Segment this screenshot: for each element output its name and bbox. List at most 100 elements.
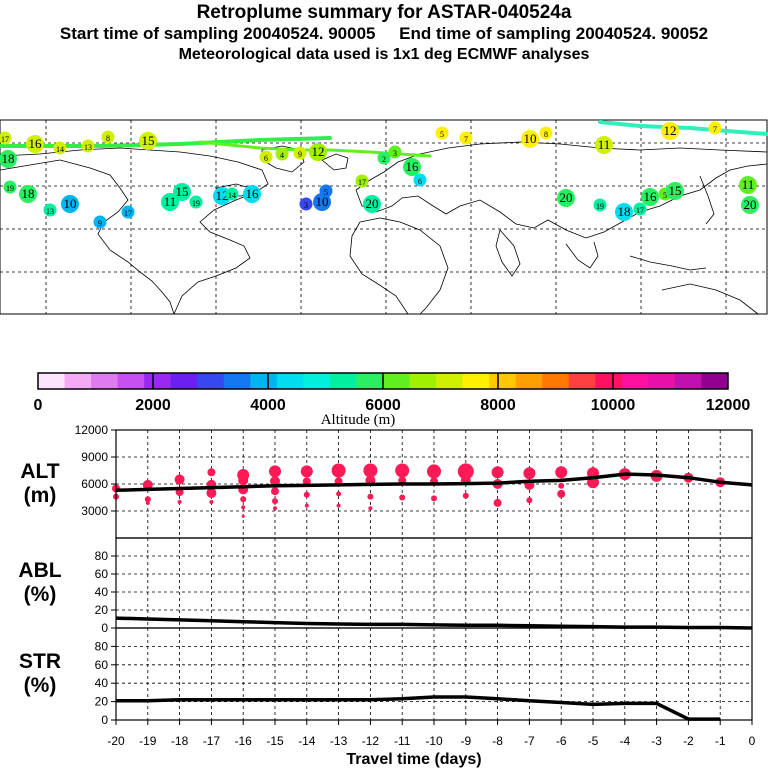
x-tick-label: -19: [139, 734, 157, 748]
colorbar-swatch: [356, 373, 384, 389]
colorbar-swatch: [223, 373, 251, 389]
altitude-bubble: [206, 488, 217, 498]
plume-label: 14: [53, 141, 67, 155]
x-tick-label: -2: [683, 734, 694, 748]
altitude-bubble: [523, 467, 536, 480]
altitude-bubble: [336, 503, 341, 508]
svg-text:17: 17: [358, 178, 366, 187]
y-tick-label: 80: [95, 549, 109, 563]
svg-text:16: 16: [29, 136, 43, 151]
svg-text:10: 10: [524, 131, 537, 146]
colorbar-swatch: [197, 373, 225, 389]
plume-label: 13: [81, 139, 95, 153]
svg-text:8: 8: [106, 134, 110, 143]
x-tick-label: -6: [556, 734, 567, 748]
plume-label: 20: [741, 196, 759, 214]
y-tick-label: 6000: [81, 477, 108, 491]
x-tick-label: -11: [394, 734, 411, 748]
altitude-bubble: [241, 514, 245, 518]
x-tick-label: -13: [330, 734, 348, 748]
colorbar-swatch: [250, 373, 278, 389]
altitude-bubble: [174, 474, 185, 485]
plume-label: 16: [641, 188, 659, 206]
svg-text:16: 16: [644, 189, 658, 204]
series-line-str: [116, 695, 721, 721]
altitude-bubble: [331, 463, 346, 478]
altitude-bubble: [145, 500, 150, 505]
panel-label: ABL: [18, 559, 61, 582]
altitude-bubble: [241, 505, 246, 510]
plume-label: 18: [615, 203, 633, 221]
x-tick-label: -15: [266, 734, 284, 748]
colorbar-swatch: [383, 373, 411, 389]
x-tick-label: -10: [425, 734, 443, 748]
svg-text:10: 10: [64, 196, 77, 211]
altitude-bubble: [491, 466, 504, 479]
panel-label: ALT: [20, 460, 59, 483]
y-tick-label: 9000: [81, 450, 108, 464]
x-tick-label: -3: [651, 734, 662, 748]
plume-label: 6: [413, 173, 427, 187]
svg-text:15: 15: [142, 133, 155, 148]
svg-text:20: 20: [744, 197, 757, 212]
x-tick-label: -16: [235, 734, 253, 748]
plume-label: 15: [173, 183, 191, 201]
colorbar-swatch: [170, 373, 198, 389]
colorbar-swatch: [621, 373, 649, 389]
plume-label: 11: [739, 176, 757, 194]
plume-label: 16: [243, 185, 261, 203]
altitude-bubble: [555, 466, 568, 479]
svg-text:13: 13: [46, 207, 54, 216]
colorbar-swatch: [701, 373, 729, 389]
plume-label: 7: [708, 121, 722, 135]
altitude-bubble: [144, 496, 151, 503]
x-tick-label: -4: [619, 734, 630, 748]
svg-text:12: 12: [312, 144, 325, 159]
altitude-bubble: [368, 506, 373, 511]
colorbar-swatch: [276, 373, 304, 389]
y-tick-label: 60: [95, 658, 109, 672]
plume-label: 7: [459, 131, 473, 145]
altitude-bubble: [367, 493, 374, 500]
plume-label: 16: [26, 135, 44, 153]
altitude-bubble: [209, 500, 214, 504]
svg-text:14: 14: [228, 191, 236, 200]
plume-label: 17: [633, 202, 647, 216]
svg-text:2: 2: [382, 155, 386, 164]
altitude-bubble: [142, 479, 153, 490]
plume-label: 11: [595, 136, 613, 154]
plume-label: 12: [309, 143, 327, 161]
y-tick-label: 3000: [81, 504, 108, 518]
colorbar-swatch: [542, 373, 570, 389]
plume-label: 5: [435, 126, 449, 140]
plume-label: 13: [43, 203, 57, 217]
plume-label: 18: [0, 150, 17, 168]
y-tick-label: 60: [95, 567, 109, 581]
plume-label: 3: [299, 197, 313, 211]
svg-text:16: 16: [246, 186, 260, 201]
colorbar-tick-label: 8000: [480, 397, 516, 414]
svg-text:20: 20: [560, 190, 573, 205]
colorbar-swatch: [462, 373, 490, 389]
x-tick-label: -8: [492, 734, 503, 748]
altitude-bubble: [177, 500, 182, 504]
plume-label: 18: [19, 185, 37, 203]
svg-text:8: 8: [544, 130, 548, 139]
colorbar-swatch: [436, 373, 464, 389]
svg-text:20: 20: [366, 196, 379, 211]
plume-label: 16: [403, 158, 421, 176]
svg-text:18: 18: [2, 151, 15, 166]
plume-label: 11: [161, 193, 179, 211]
plume-label: 8: [101, 130, 115, 144]
plume-label: 3: [388, 145, 402, 159]
colorbar-swatch: [329, 373, 357, 389]
x-tick-label: -9: [460, 734, 471, 748]
svg-text:9: 9: [298, 150, 302, 159]
colorbar-tick-label: 12000: [706, 397, 751, 414]
plume-label: 9: [93, 215, 107, 229]
svg-text:19: 19: [6, 184, 14, 193]
svg-text:19: 19: [596, 202, 604, 211]
altitude-bubble: [363, 463, 378, 478]
time-series-panels: 12000900060003000ALT(m)806040200ABL(%)80…: [18, 423, 755, 768]
y-tick-label: 12000: [75, 423, 109, 437]
